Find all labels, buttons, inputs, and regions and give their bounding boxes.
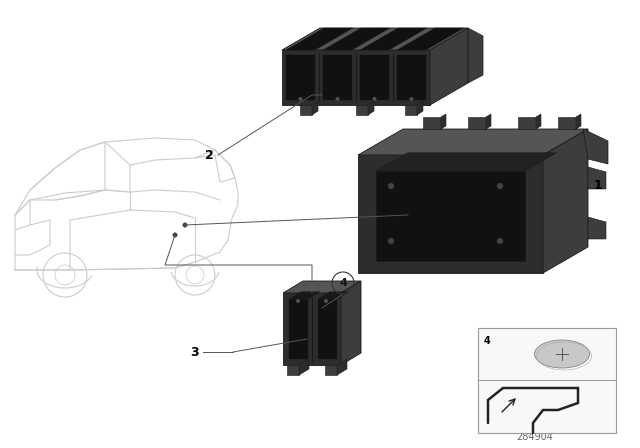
Ellipse shape [534,340,589,368]
Circle shape [296,299,300,303]
Polygon shape [287,365,299,375]
Circle shape [497,238,503,244]
Polygon shape [583,129,608,164]
Polygon shape [323,28,390,50]
Text: 284904: 284904 [516,432,554,442]
Polygon shape [356,105,368,115]
Polygon shape [283,281,361,293]
Polygon shape [289,299,308,359]
Circle shape [410,97,413,101]
Circle shape [298,97,303,101]
Polygon shape [486,114,491,129]
Bar [286,55,315,100]
Polygon shape [299,359,309,375]
Polygon shape [286,28,353,50]
Polygon shape [282,28,468,50]
Circle shape [388,238,394,244]
Polygon shape [282,50,430,105]
Circle shape [497,183,503,189]
Polygon shape [397,28,464,50]
Polygon shape [441,114,446,129]
Polygon shape [536,114,541,129]
Polygon shape [543,129,588,273]
Bar [323,55,352,100]
Text: 3: 3 [190,345,199,358]
Bar [360,55,389,100]
Text: 4: 4 [339,278,347,288]
Polygon shape [337,359,347,375]
Bar [478,328,616,433]
Polygon shape [283,293,341,365]
Polygon shape [312,101,318,115]
Polygon shape [368,101,374,115]
Circle shape [335,97,339,101]
Polygon shape [300,105,312,115]
Polygon shape [325,365,337,375]
Polygon shape [358,129,588,155]
Bar [397,55,426,100]
Circle shape [388,183,394,189]
Circle shape [324,299,328,303]
Polygon shape [318,299,337,359]
Polygon shape [341,281,361,365]
Text: 2: 2 [205,148,214,161]
Polygon shape [423,117,441,129]
Polygon shape [376,171,525,261]
Polygon shape [376,153,557,171]
Polygon shape [518,117,536,129]
Circle shape [372,97,376,101]
Circle shape [173,233,177,237]
Polygon shape [576,114,581,129]
Polygon shape [405,105,417,115]
Polygon shape [318,292,349,299]
Polygon shape [358,155,543,273]
Polygon shape [289,292,320,299]
Polygon shape [558,117,576,129]
Polygon shape [360,28,427,50]
Polygon shape [588,217,606,239]
Text: 1: 1 [594,178,603,191]
Polygon shape [588,167,606,189]
Polygon shape [430,28,468,105]
Polygon shape [468,28,483,83]
Polygon shape [417,101,423,115]
Text: 4: 4 [484,336,491,346]
Polygon shape [468,117,486,129]
Circle shape [183,223,188,227]
